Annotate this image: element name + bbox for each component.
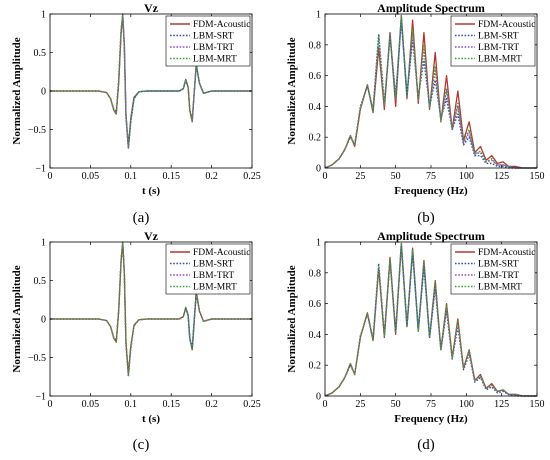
x-tick-label: 0.15 xyxy=(162,399,180,410)
y-tick-label: −1 xyxy=(35,164,46,175)
x-tick-label: 0 xyxy=(48,399,53,410)
x-tick-label: 100 xyxy=(459,171,474,182)
y-axis-label: Normalized Amplitude xyxy=(11,37,23,144)
panel-d: 0 25 50 75 100 125 150 0 0.2 0.4 0.6 0.8 1 Amplitude … xyxy=(286,229,545,453)
series-line-lbm-srt xyxy=(325,19,537,169)
panel-label: (c) xyxy=(133,437,150,453)
y-tick-label: 0 xyxy=(316,392,321,403)
x-tick-label: 0.1 xyxy=(125,399,138,410)
panel-b: 0 25 50 75 100 125 150 0 0.2 0.4 0.6 0.8 1 Amplitude … xyxy=(286,1,545,226)
panel-title: Vz xyxy=(144,1,159,15)
x-tick-label: 150 xyxy=(530,171,545,182)
legend-label: LBM-SRT xyxy=(193,260,234,270)
y-tick-label: 0 xyxy=(316,164,321,175)
legend-label: LBM-TRT xyxy=(478,271,519,281)
y-tick-label: 0.4 xyxy=(309,330,322,341)
x-tick-label: 0.25 xyxy=(243,399,261,410)
y-tick-label: 0.5 xyxy=(34,48,47,59)
x-tick-label: 75 xyxy=(426,399,436,410)
series-line-lbm-mrt xyxy=(325,14,537,169)
y-tick-label: 0.8 xyxy=(309,268,322,279)
x-tick-label: 0.2 xyxy=(205,399,218,410)
x-tick-label: 125 xyxy=(494,171,509,182)
x-axis-label: Frequency (Hz) xyxy=(394,185,468,197)
x-tick-label: 0.05 xyxy=(82,399,100,410)
legend-label: LBM-MRT xyxy=(478,283,522,293)
y-tick-label: 0.5 xyxy=(34,276,47,287)
x-tick-label: 50 xyxy=(391,399,401,410)
x-tick-label: 0.25 xyxy=(243,171,261,182)
x-tick-label: 75 xyxy=(426,171,436,182)
y-axis-label: Normalized Amplitude xyxy=(286,37,298,144)
y-axis-label: Normalized Amplitude xyxy=(286,265,298,372)
y-tick-label: 1 xyxy=(41,238,46,249)
x-tick-label: 0.1 xyxy=(125,171,138,182)
x-tick-label: 0.2 xyxy=(205,171,218,182)
x-tick-label: 0 xyxy=(323,171,328,182)
legend-label: FDM-Acoustic xyxy=(193,20,251,30)
legend-label: LBM-TRT xyxy=(193,271,234,281)
x-tick-label: 50 xyxy=(391,171,401,182)
panel-label: (a) xyxy=(133,210,150,226)
legend-label: LBM-SRT xyxy=(478,260,519,270)
panel-title: Amplitude Spectrum xyxy=(377,1,485,15)
y-tick-label: 0 xyxy=(41,315,46,326)
x-tick-label: 0 xyxy=(323,399,328,410)
y-tick-label: 0.8 xyxy=(309,40,322,51)
y-tick-label: 0.6 xyxy=(309,71,322,82)
y-tick-label: 0.6 xyxy=(309,299,322,310)
legend-label: FDM-Acoustic xyxy=(478,248,536,258)
panel-label: (b) xyxy=(417,210,435,226)
series-line-lbm-mrt xyxy=(50,241,252,376)
legend-label: LBM-TRT xyxy=(193,43,234,53)
y-tick-label: 0.2 xyxy=(309,361,322,372)
y-tick-label: −1 xyxy=(35,392,46,403)
legend-label: FDM-Acoustic xyxy=(193,248,251,258)
panel-a: 0 0.05 0.1 0.15 0.2 0.25 −1 −0.5 0 0.5 1 Vz t (s) Nor… xyxy=(11,1,261,226)
x-tick-label: 0.15 xyxy=(162,171,180,182)
legend-label: LBM-SRT xyxy=(478,32,519,42)
x-axis-label: t (s) xyxy=(142,185,160,197)
legend-label: LBM-MRT xyxy=(193,283,237,293)
x-tick-label: 25 xyxy=(355,399,365,410)
y-tick-label: 1 xyxy=(41,10,46,21)
x-tick-label: 0 xyxy=(48,171,53,182)
x-tick-label: 100 xyxy=(459,399,474,410)
legend-label: LBM-SRT xyxy=(193,32,234,42)
y-tick-label: 1 xyxy=(316,10,321,21)
x-tick-label: 0.05 xyxy=(82,171,100,182)
series-line-lbm-mrt xyxy=(325,242,537,397)
x-axis-label: Frequency (Hz) xyxy=(394,413,468,425)
y-tick-label: 0.4 xyxy=(309,102,322,113)
legend-label: LBM-MRT xyxy=(478,55,522,65)
x-tick-label: 25 xyxy=(355,171,365,182)
panel-label: (d) xyxy=(417,437,435,453)
series-line-lbm-mrt xyxy=(50,13,252,148)
x-tick-label: 125 xyxy=(494,399,509,410)
y-tick-label: −0.5 xyxy=(28,353,46,364)
y-tick-label: 1 xyxy=(316,238,321,249)
legend-label: LBM-MRT xyxy=(193,55,237,65)
y-tick-label: 0.2 xyxy=(309,133,322,144)
x-tick-label: 150 xyxy=(530,399,545,410)
panel-c: 0 0.05 0.1 0.15 0.2 0.25 −1 −0.5 0 0.5 1 Vz t (s) Nor… xyxy=(11,229,261,453)
legend-label: FDM-Acoustic xyxy=(478,20,536,30)
panel-title: Amplitude Spectrum xyxy=(377,229,485,243)
y-tick-label: −0.5 xyxy=(28,125,46,136)
legend-label: LBM-TRT xyxy=(478,43,519,53)
x-axis-label: t (s) xyxy=(142,413,160,425)
y-axis-label: Normalized Amplitude xyxy=(11,265,23,372)
panel-title: Vz xyxy=(144,229,159,243)
y-tick-label: 0 xyxy=(41,87,46,98)
